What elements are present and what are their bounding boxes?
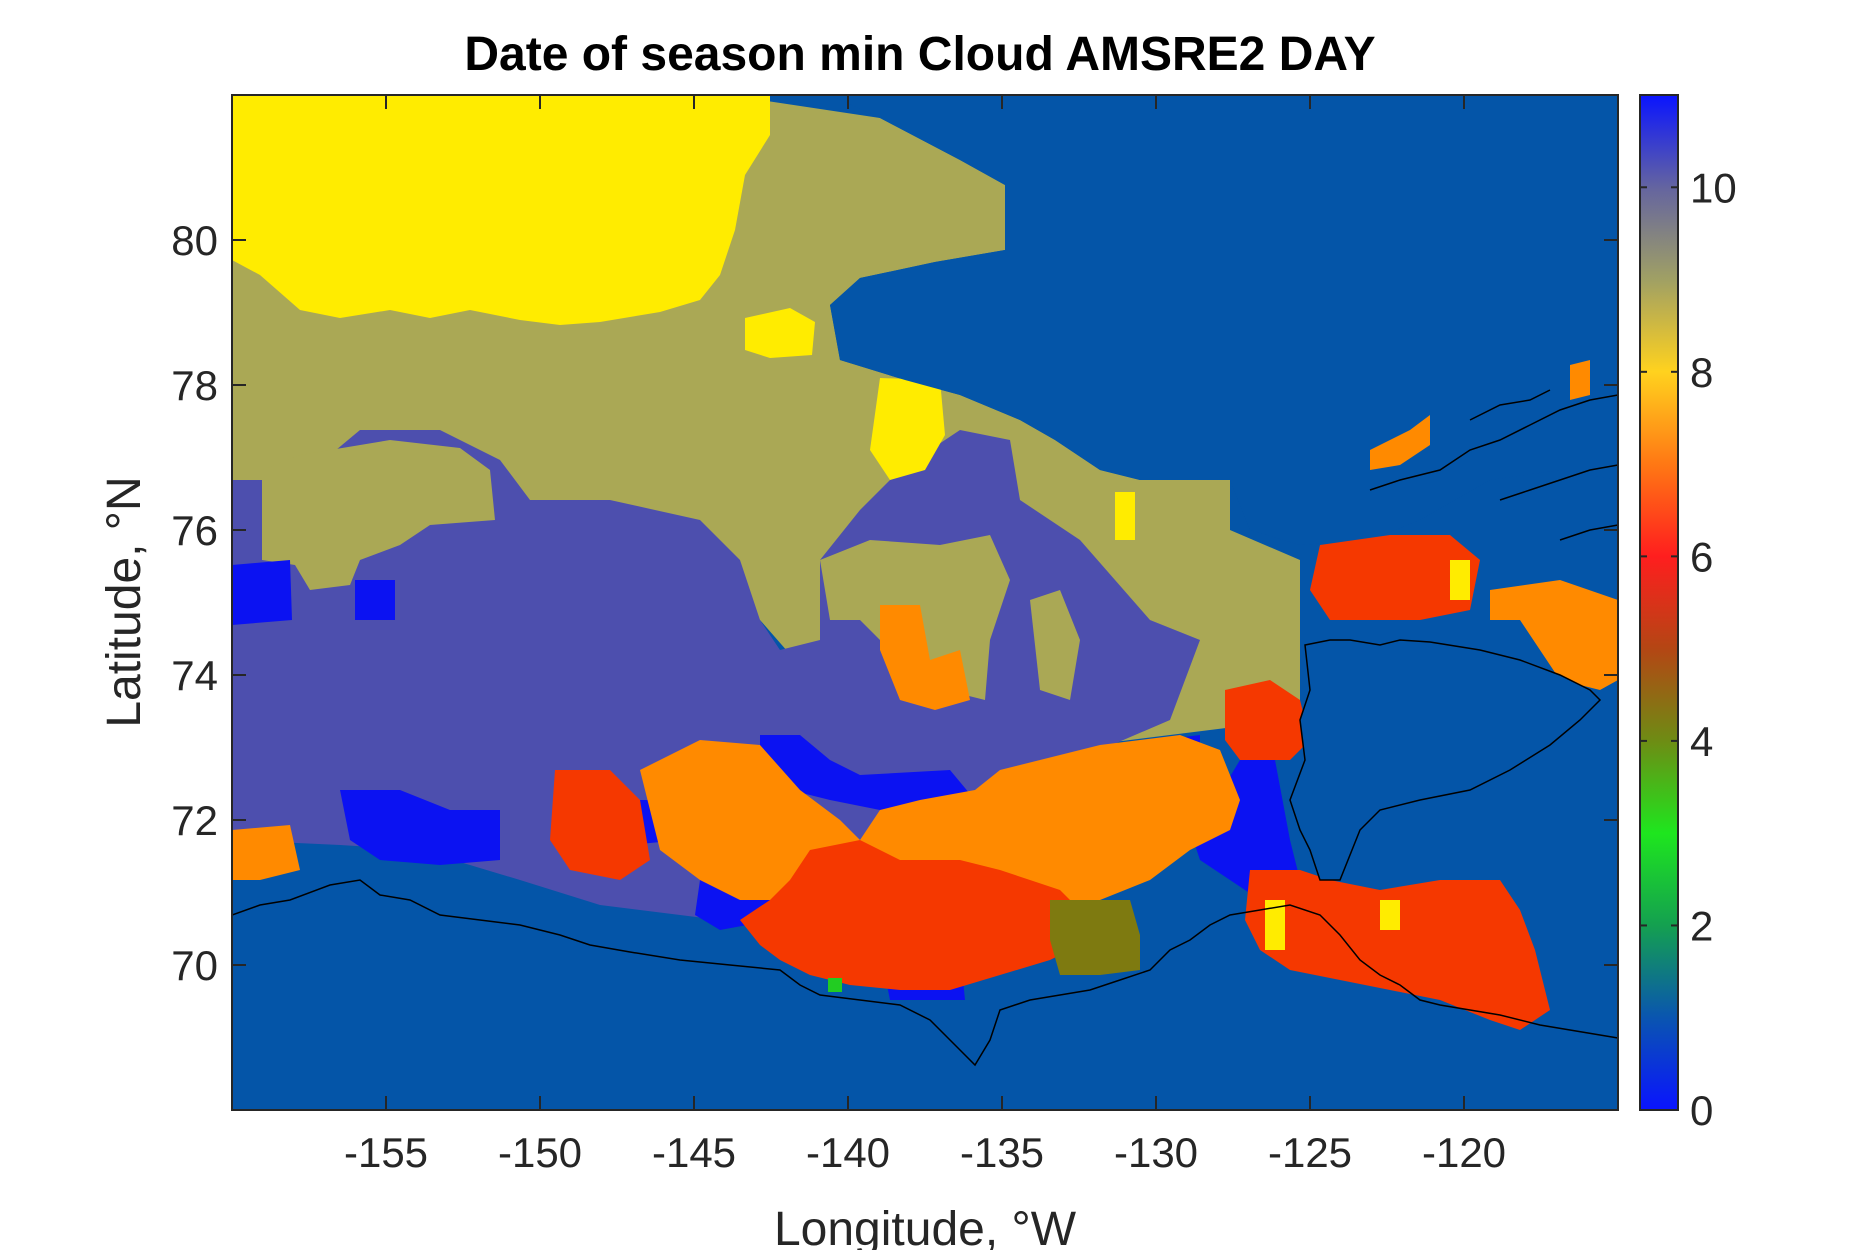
yellow-patch-mid xyxy=(745,308,815,358)
colorbar-tick-label: 2 xyxy=(1690,902,1713,949)
yellow-patch-east-2 xyxy=(1115,492,1135,540)
x-tick-label: -155 xyxy=(344,1129,428,1176)
x-tick-label: -125 xyxy=(1268,1129,1352,1176)
chart-title: Date of season min Cloud AMSRE2 DAY xyxy=(464,28,1375,81)
y-tick-label: 78 xyxy=(171,362,218,409)
colorbar-tick-label: 4 xyxy=(1690,718,1713,765)
olive-patch-west xyxy=(262,440,495,590)
green-pixel xyxy=(828,978,842,992)
x-tick-label: -150 xyxy=(498,1129,582,1176)
x-tick-label: -120 xyxy=(1422,1129,1506,1176)
blue-patch-southwest xyxy=(340,790,500,865)
dark-olive-patch xyxy=(1050,900,1140,975)
olive-patch-center-east xyxy=(1030,590,1080,700)
colorbar-ticks: 0 2 4 6 8 10 xyxy=(1640,164,1737,1134)
yellow-patch-east xyxy=(870,378,945,480)
red-region-center xyxy=(740,840,1090,990)
blue-patch-far-west xyxy=(232,560,292,625)
y-tick-label: 72 xyxy=(171,797,218,844)
x-axis-label: Longitude, °W xyxy=(774,1203,1077,1250)
red-region-east xyxy=(1225,680,1310,760)
red-region-west xyxy=(550,770,650,880)
y-tick-label: 80 xyxy=(171,217,218,264)
blue-patch-east-c xyxy=(1190,760,1300,900)
orange-patch-center xyxy=(880,605,970,710)
red-region-ne xyxy=(1310,535,1480,620)
y-axis-label: Latitude, °N xyxy=(98,476,151,727)
x-tick-label: -135 xyxy=(960,1129,1044,1176)
y-tick-label: 76 xyxy=(171,507,218,554)
colorbar-tick-label: 8 xyxy=(1690,349,1713,396)
orange-patch-ne-a xyxy=(1370,415,1430,470)
blue-patch-west xyxy=(355,580,395,620)
y-tick-label: 70 xyxy=(171,942,218,989)
orange-patch-ne-b xyxy=(1570,360,1590,400)
yellow-speck-b xyxy=(1380,900,1400,930)
yellow-speck-a xyxy=(1265,900,1285,950)
colorbar-tick-label: 0 xyxy=(1690,1087,1713,1134)
colorbar-tick-label: 10 xyxy=(1690,164,1737,211)
x-tick-label: -140 xyxy=(806,1129,890,1176)
colorbar xyxy=(1639,94,1679,1111)
plot-frame xyxy=(231,94,1619,1111)
x-tick-label: -130 xyxy=(1114,1129,1198,1176)
coastline-mainland xyxy=(232,879,1618,1067)
orange-patch-ne-c xyxy=(1490,580,1618,690)
colorbar-tick-label: 6 xyxy=(1690,533,1713,580)
yellow-speck-c xyxy=(1450,560,1470,600)
y-tick-label: 74 xyxy=(171,652,218,699)
x-tick-label: -145 xyxy=(652,1129,736,1176)
yellow-region xyxy=(232,95,770,325)
red-region-south-east xyxy=(1245,870,1550,1030)
orange-patch-west xyxy=(232,825,300,880)
y-axis-ticks: 70 72 74 76 78 80 xyxy=(171,217,1618,989)
coastline-islands-ne xyxy=(1369,389,1618,541)
island-banks xyxy=(1289,639,1602,881)
map-area xyxy=(232,95,1618,1110)
x-axis-ticks: -155 -150 -145 -140 -135 -130 -125 -120 xyxy=(344,95,1506,1176)
